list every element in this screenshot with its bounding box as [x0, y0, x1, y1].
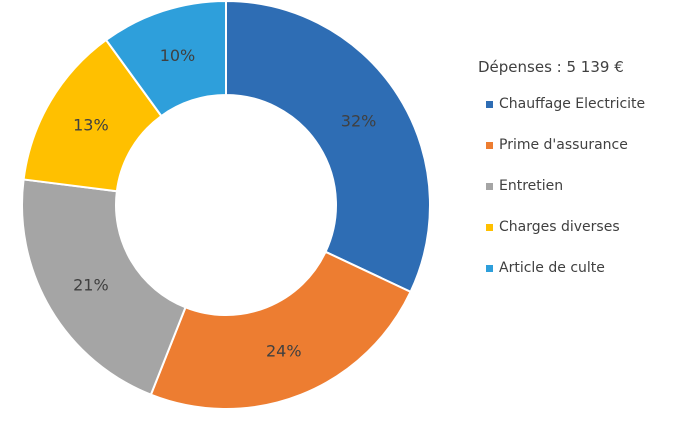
- data-label: 24%: [266, 341, 302, 360]
- data-label: 13%: [73, 116, 109, 135]
- chart-title: Dépenses : 5 139 €: [478, 58, 624, 76]
- legend-swatch: [486, 264, 493, 272]
- data-label: 32%: [341, 111, 377, 130]
- legend-label: Chauffage Electricite: [499, 96, 646, 112]
- legend-swatch: [486, 223, 493, 231]
- legend-label: Prime d'assurance: [499, 137, 628, 153]
- legend-label: Entretien: [499, 178, 564, 194]
- legend-item: Chauffage Electricite: [486, 94, 645, 114]
- donut-slices: [21, 0, 431, 410]
- legend-label: Article de culte: [499, 260, 605, 276]
- data-label: 10%: [160, 46, 196, 65]
- slice-entretien: [21, 178, 187, 396]
- legend-item: Charges diverses: [486, 217, 645, 237]
- donut-slice-labels: 32% 24% 21% 13% 10%: [73, 46, 376, 360]
- slice-chauffage-electricite: [225, 0, 431, 294]
- data-label: 21%: [73, 275, 109, 294]
- legend-swatch: [486, 141, 493, 149]
- legend-item: Article de culte: [486, 258, 645, 278]
- legend-list: Chauffage Electricite Prime d'assurance En…: [478, 94, 645, 278]
- legend-label: Charges diverses: [499, 219, 620, 235]
- slice-prime-d-assurance: [149, 250, 412, 410]
- legend-swatch: [486, 100, 493, 108]
- legend-item: Prime d'assurance: [486, 135, 645, 155]
- legend: Dépenses : 5 139 € Chauffage Electricite…: [478, 58, 645, 299]
- legend-swatch: [486, 182, 493, 190]
- slice-article-de-culte: [104, 0, 227, 118]
- legend-item: Entretien: [486, 176, 645, 196]
